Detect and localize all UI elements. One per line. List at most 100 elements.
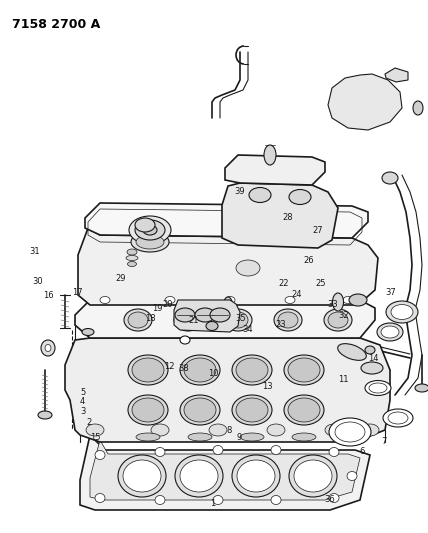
Ellipse shape (213, 446, 223, 455)
Ellipse shape (123, 460, 161, 492)
Ellipse shape (180, 460, 218, 492)
Text: 25: 25 (315, 279, 325, 288)
Polygon shape (75, 300, 375, 338)
Text: 21: 21 (188, 317, 199, 325)
Ellipse shape (41, 340, 55, 356)
Text: 37: 37 (385, 288, 396, 296)
Polygon shape (222, 183, 338, 248)
Ellipse shape (165, 296, 175, 303)
Ellipse shape (127, 249, 137, 255)
Ellipse shape (347, 472, 357, 481)
Ellipse shape (288, 358, 320, 382)
Ellipse shape (195, 308, 215, 322)
Text: 13: 13 (262, 382, 273, 391)
Text: 20: 20 (163, 301, 173, 309)
Text: 3: 3 (80, 407, 85, 416)
Ellipse shape (178, 312, 198, 328)
Ellipse shape (391, 304, 413, 319)
Ellipse shape (143, 225, 157, 235)
Text: 4: 4 (80, 398, 85, 406)
Ellipse shape (413, 101, 423, 115)
Ellipse shape (329, 494, 339, 503)
Text: 7158 2700 A: 7158 2700 A (12, 18, 100, 31)
Ellipse shape (132, 358, 164, 382)
Ellipse shape (343, 296, 353, 303)
Ellipse shape (129, 216, 171, 244)
Ellipse shape (132, 398, 164, 422)
Ellipse shape (155, 448, 165, 456)
Ellipse shape (225, 296, 235, 303)
Ellipse shape (236, 358, 268, 382)
Polygon shape (174, 300, 240, 332)
Text: 34: 34 (242, 325, 253, 334)
Polygon shape (80, 435, 370, 510)
Ellipse shape (415, 384, 428, 392)
Text: 1: 1 (211, 499, 216, 508)
Ellipse shape (209, 424, 227, 436)
Polygon shape (385, 68, 408, 82)
Ellipse shape (175, 455, 223, 497)
Ellipse shape (135, 218, 155, 232)
Ellipse shape (349, 294, 367, 306)
Ellipse shape (38, 411, 52, 419)
Ellipse shape (328, 312, 348, 328)
Ellipse shape (206, 321, 218, 330)
Text: 5: 5 (80, 389, 85, 397)
Ellipse shape (278, 312, 298, 328)
Ellipse shape (184, 358, 216, 382)
Ellipse shape (361, 362, 383, 374)
Ellipse shape (210, 308, 230, 322)
Ellipse shape (333, 293, 344, 311)
Text: 17: 17 (73, 288, 83, 296)
Ellipse shape (292, 433, 316, 441)
Text: 16: 16 (43, 292, 53, 300)
Ellipse shape (128, 355, 168, 385)
Text: 32: 32 (338, 311, 348, 320)
Ellipse shape (289, 455, 337, 497)
Ellipse shape (382, 172, 398, 184)
Ellipse shape (175, 308, 195, 322)
Ellipse shape (95, 494, 105, 503)
Ellipse shape (289, 190, 311, 205)
Ellipse shape (151, 424, 169, 436)
Ellipse shape (294, 460, 332, 492)
Ellipse shape (237, 460, 275, 492)
Ellipse shape (136, 235, 164, 249)
Text: 38: 38 (178, 365, 189, 373)
Ellipse shape (224, 309, 252, 331)
Polygon shape (90, 440, 360, 500)
Ellipse shape (188, 433, 212, 441)
Ellipse shape (264, 145, 276, 165)
Ellipse shape (180, 395, 220, 425)
Ellipse shape (377, 323, 403, 341)
Ellipse shape (381, 326, 399, 338)
Ellipse shape (232, 395, 272, 425)
Ellipse shape (128, 395, 168, 425)
Ellipse shape (95, 450, 105, 459)
Text: 7: 7 (382, 437, 387, 446)
Ellipse shape (223, 297, 232, 313)
Ellipse shape (118, 455, 166, 497)
Text: 2: 2 (86, 418, 92, 426)
Ellipse shape (124, 309, 152, 331)
Ellipse shape (329, 418, 371, 446)
Ellipse shape (386, 301, 418, 323)
Text: 15: 15 (90, 433, 100, 442)
Polygon shape (65, 338, 390, 442)
Ellipse shape (232, 455, 280, 497)
Text: 9: 9 (236, 433, 241, 441)
Ellipse shape (249, 188, 271, 203)
Text: 11: 11 (338, 375, 348, 384)
Ellipse shape (126, 255, 138, 261)
Text: 12: 12 (164, 362, 174, 371)
Polygon shape (328, 74, 402, 130)
Ellipse shape (240, 433, 264, 441)
Ellipse shape (155, 496, 165, 505)
Ellipse shape (285, 296, 295, 303)
Ellipse shape (180, 336, 190, 344)
Ellipse shape (213, 496, 223, 505)
Text: 6: 6 (359, 448, 364, 456)
Ellipse shape (184, 398, 216, 422)
Text: 23: 23 (275, 320, 285, 328)
Ellipse shape (388, 412, 408, 424)
